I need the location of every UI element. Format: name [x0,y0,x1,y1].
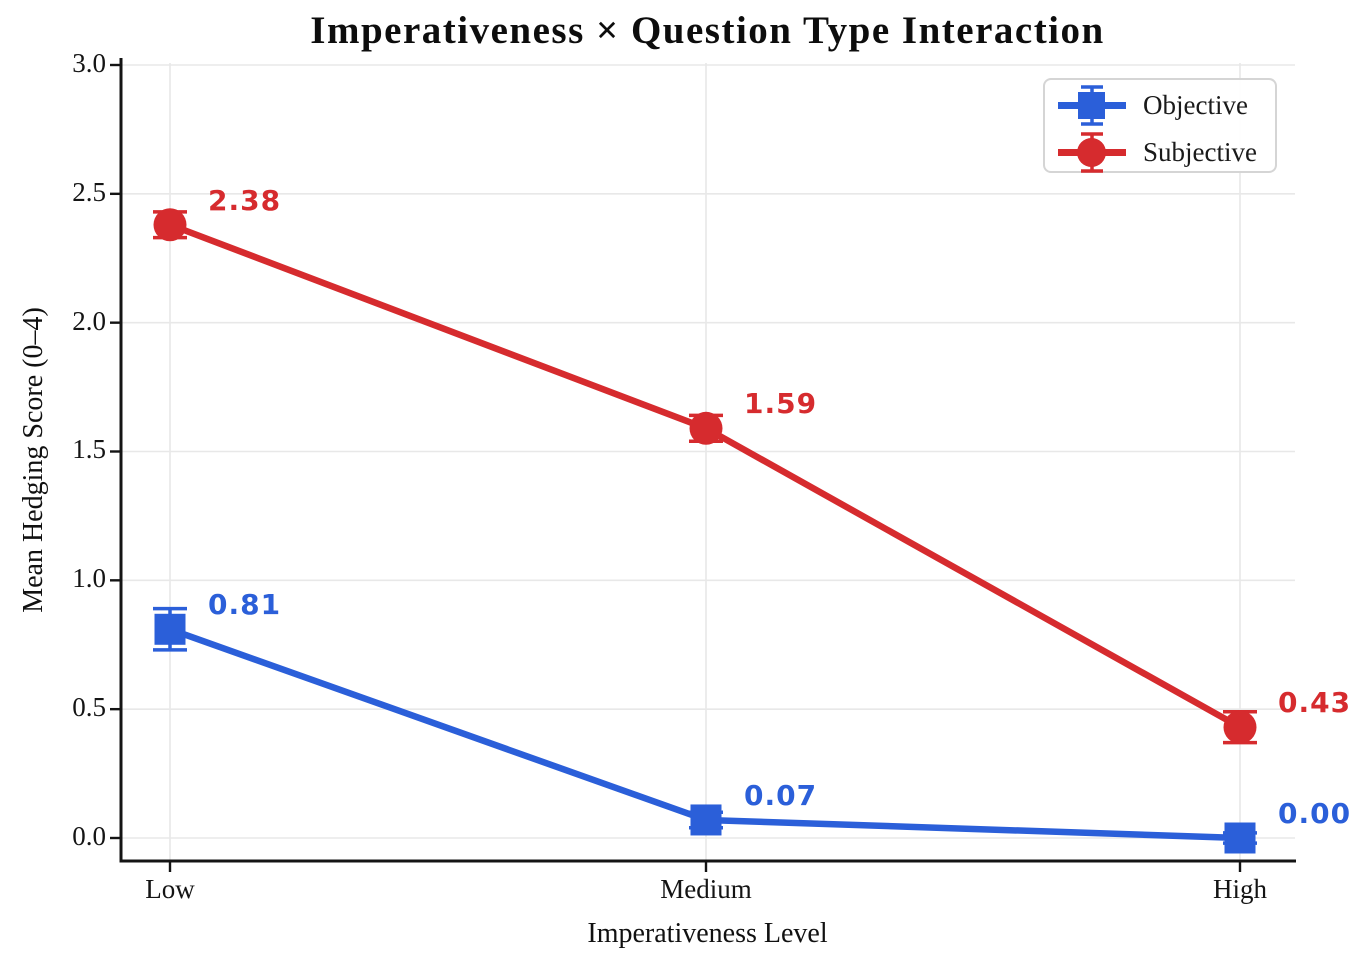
subjective-marker [153,208,187,242]
legend: Objective Subjective [1043,78,1277,173]
y-tick-label: 2.5 [72,176,106,207]
x-tick-label: Medium [660,874,752,904]
subjective-circle-marker-icon [1057,129,1127,176]
objective-square-marker-icon [1057,82,1127,129]
y-tick-label: 0.5 [72,692,106,723]
objective-marker [154,613,186,645]
x-axis-label: Imperativeness Level [587,918,828,949]
subjective-marker [689,411,723,445]
chart-title: Imperativeness × Question Type Interacti… [310,9,1105,52]
objective-marker [1224,822,1256,854]
y-tick-label: 0.0 [72,821,106,851]
subjective-marker [1223,710,1257,744]
y-tick-label: 1.5 [72,434,106,465]
subjective-value-label: 1.59 [744,387,818,421]
y-tick-label: 3.0 [72,47,106,78]
objective-value-label: 0.81 [208,588,282,622]
objective-value-label: 0.07 [744,778,818,812]
x-tick-label: High [1213,874,1267,904]
y-tick-label: 1.0 [72,563,106,594]
legend-item-objective: Objective [1057,82,1263,129]
objective-marker [690,804,722,836]
objective-value-label: 0.00 [1278,797,1352,830]
subjective-value-label: 2.38 [208,183,282,217]
x-tick-label: Low [145,874,195,904]
subjective-value-label: 0.43 [1278,686,1352,720]
y-tick-label: 2.0 [72,305,106,336]
legend-label-objective: Objective [1143,90,1248,120]
subjective-line [168,221,1242,731]
legend-item-subjective: Subjective [1057,129,1263,176]
legend-label-subjective: Subjective [1143,137,1257,167]
